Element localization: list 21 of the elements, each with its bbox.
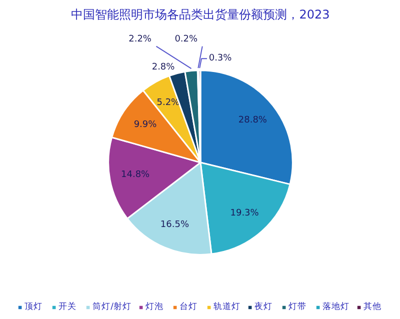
data-label: 0.2% [174, 34, 198, 45]
data-label: 28.8% [238, 115, 268, 126]
data-label: 16.5% [160, 220, 190, 230]
legend-label: 落地灯 [322, 301, 350, 313]
data-label: 14.8% [121, 170, 150, 180]
legend-label: 开关 [58, 301, 78, 313]
data-label: 2.8% [152, 62, 176, 72]
legend-label: 轨道灯 [213, 301, 240, 313]
chart-title: 中国智能照明市场各品类出货量份额预测，2023 [71, 8, 330, 22]
legend-label: 灯泡 [145, 301, 164, 313]
legend-label: 顶灯 [24, 301, 44, 313]
data-label: 19.3% [230, 208, 260, 218]
legend-label: 其他 [363, 301, 382, 313]
data-label: 9.9% [134, 120, 158, 130]
legend-label: 台灯 [179, 301, 198, 313]
data-label: 2.2% [128, 34, 152, 45]
legend-label: 筒灯/射灯 [92, 301, 132, 313]
data-label: 0.3% [208, 54, 232, 64]
data-label: 5.2% [156, 98, 180, 108]
legend-label: 灯带 [288, 301, 308, 313]
legend-label: 夜灯 [254, 301, 274, 313]
